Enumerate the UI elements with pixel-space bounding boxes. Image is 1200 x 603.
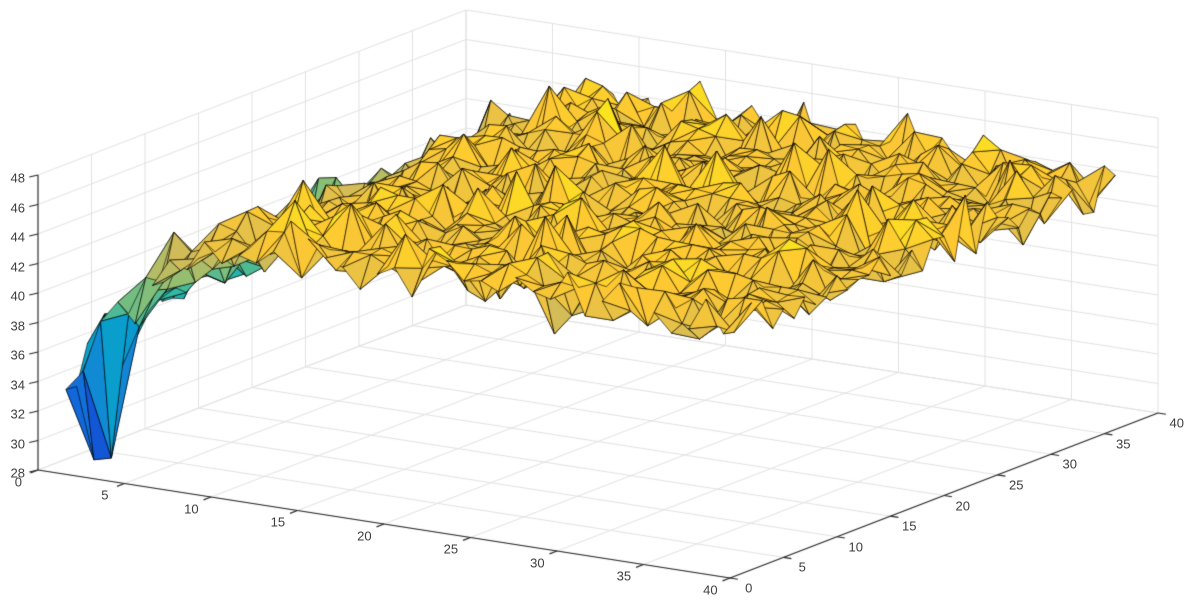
surface-plot-canvas — [0, 0, 1200, 603]
surface-figure: 0 5 10 15 20 25 30 35 40 0 5 10 15 20 25 30 35 40 28 30 32 34… — [0, 0, 1200, 603]
